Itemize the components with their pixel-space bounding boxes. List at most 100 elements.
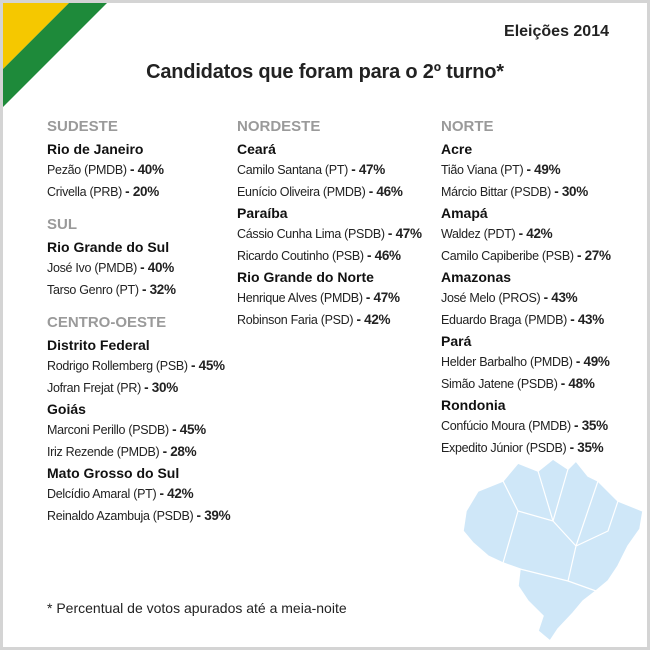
candidate-row: Eunício Oliveira (PMDB) - 46% — [237, 181, 437, 203]
candidate-name: Cássio Cunha Lima (PSDB) — [237, 227, 385, 241]
candidate-result: - 46% — [368, 184, 403, 199]
candidate-row: Márcio Bittar (PSDB) - 30% — [441, 181, 641, 203]
state-name: Goiás — [47, 401, 86, 417]
candidate-row: Iriz Rezende (PMDB) - 28% — [47, 441, 247, 463]
state-name: Acre — [441, 141, 473, 157]
candidate-name: Helder Barbalho (PMDB) — [441, 355, 573, 369]
candidate-result: - 35% — [574, 418, 608, 433]
candidate-name: Expedito Júnior (PSDB) — [441, 441, 567, 455]
brazil-map — [462, 458, 644, 643]
candidate-row: Reinaldo Azambuja (PSDB) - 39% — [47, 505, 247, 527]
candidate-name: Ricardo Coutinho (PSB) — [237, 249, 364, 263]
candidate-row: Camilo Santana (PT) - 47% — [237, 159, 437, 181]
candidate-row: José Melo (PROS) - 43% — [441, 287, 641, 309]
state-name: Amapá — [441, 205, 488, 221]
column: NORDESTE Ceará Camilo Santana (PT) - 47% Eu… — [237, 115, 437, 331]
region-header: CENTRO-OESTE — [47, 314, 167, 331]
candidate-result: - 45% — [190, 358, 225, 373]
candidate-name: José Melo (PROS) — [441, 291, 541, 305]
candidate-row: Marconi Perillo (PSDB) - 45% — [47, 419, 247, 441]
corner-stripes — [3, 3, 107, 107]
candidate-row: Cássio Cunha Lima (PSDB) - 47% — [237, 223, 437, 245]
candidate-name: Jofran Frejat (PR) — [47, 381, 141, 395]
candidate-name: Iriz Rezende (PMDB) — [47, 445, 160, 459]
candidate-name: Rodrigo Rollemberg (PSB) — [47, 359, 188, 373]
candidate-name: Eduardo Braga (PMDB) — [441, 313, 568, 327]
region-header: NORDESTE — [237, 118, 321, 135]
candidate-result: - 47% — [351, 162, 385, 177]
candidate-result: - 47% — [387, 226, 422, 241]
candidate-row: Robinson Faria (PSD) - 42% — [237, 309, 437, 331]
region-header: SUDESTE — [47, 118, 118, 135]
candidate-result: - 40% — [129, 162, 164, 177]
headline: Candidatos que foram para o 2º turno* — [146, 61, 504, 83]
candidate-result: - 20% — [125, 184, 159, 199]
footnote: * Percentual de votos apurados até a mei… — [47, 600, 347, 616]
column: NORTE Acre Tião Viana (PT) - 49% Márcio Bit… — [441, 115, 641, 459]
candidate-name: Confúcio Moura (PMDB) — [441, 419, 571, 433]
candidate-row: Waldez (PDT) - 42% — [441, 223, 641, 245]
state-name: Rondonia — [441, 397, 506, 413]
candidate-name: Delcídio Amaral (PT) — [47, 487, 157, 501]
candidate-row: Tião Viana (PT) - 49% — [441, 159, 641, 181]
candidate-name: Reinaldo Azambuja (PSDB) — [47, 509, 194, 523]
state-name: Paraíba — [237, 205, 288, 221]
candidate-name: Crivella (PRB) — [47, 185, 122, 199]
state-name: Amazonas — [441, 269, 512, 285]
candidate-name: Waldez (PDT) — [441, 227, 516, 241]
candidate-row: Camilo Capiberibe (PSB) - 27% — [441, 245, 641, 267]
candidate-row: Confúcio Moura (PMDB) - 35% — [441, 415, 641, 437]
candidate-result: - 30% — [554, 184, 588, 199]
candidate-result: - 49% — [526, 162, 561, 177]
candidate-row: Expedito Júnior (PSDB) - 35% — [441, 437, 641, 459]
candidate-name: Tarso Genro (PT) — [47, 283, 139, 297]
candidate-row: Helder Barbalho (PMDB) - 49% — [441, 351, 641, 373]
candidate-row: Rodrigo Rollemberg (PSB) - 45% — [47, 355, 247, 377]
candidate-row: Crivella (PRB) - 20% — [47, 181, 247, 203]
candidate-result: - 27% — [576, 248, 611, 263]
candidate-name: José Ivo (PMDB) — [47, 261, 137, 275]
candidate-row: Ricardo Coutinho (PSB) - 46% — [237, 245, 437, 267]
state-name: Rio Grande do Sul — [47, 239, 170, 255]
candidate-row: Eduardo Braga (PMDB) - 43% — [441, 309, 641, 331]
candidate-row: Delcídio Amaral (PT) - 42% — [47, 483, 247, 505]
candidate-name: Marconi Perillo (PSDB) — [47, 423, 169, 437]
state-name: Rio Grande do Norte — [237, 269, 374, 285]
candidate-name: Henrique Alves (PMDB) — [237, 291, 363, 305]
region-header: NORTE — [441, 118, 494, 135]
candidate-name: Márcio Bittar (PSDB) — [441, 185, 551, 199]
state-name: Rio de Janeiro — [47, 141, 144, 157]
candidate-result: - 43% — [570, 312, 604, 327]
region-header: SUL — [47, 216, 77, 233]
candidate-result: - 42% — [159, 486, 194, 501]
candidate-name: Robinson Faria (PSD) — [237, 313, 354, 327]
candidate-row: José Ivo (PMDB) - 40% — [47, 257, 247, 279]
candidate-row: Jofran Frejat (PR) - 30% — [47, 377, 247, 399]
state-name: Ceará — [237, 141, 276, 157]
candidate-result: - 43% — [543, 290, 578, 305]
candidate-result: - 47% — [365, 290, 400, 305]
state-name: Pará — [441, 333, 472, 349]
candidate-result: - 32% — [141, 282, 176, 297]
candidate-result: - 45% — [172, 422, 206, 437]
candidate-row: Henrique Alves (PMDB) - 47% — [237, 287, 437, 309]
candidate-result: - 28% — [162, 444, 197, 459]
column: SUDESTE Rio de Janeiro Pezão (PMDB) - 40% C… — [47, 115, 247, 527]
candidate-row: Simão Jatene (PSDB) - 48% — [441, 373, 641, 395]
candidate-result: - 35% — [569, 440, 604, 455]
candidate-result: - 39% — [196, 508, 231, 523]
state-name: Mato Grosso do Sul — [47, 465, 180, 481]
candidate-result: - 42% — [518, 226, 553, 241]
candidate-name: Camilo Santana (PT) — [237, 163, 349, 177]
candidate-result: - 42% — [356, 312, 391, 327]
candidate-row: Tarso Genro (PT) - 32% — [47, 279, 247, 301]
candidate-name: Simão Jatene (PSDB) — [441, 377, 558, 391]
candidate-name: Pezão (PMDB) — [47, 163, 127, 177]
candidate-row: Pezão (PMDB) - 40% — [47, 159, 247, 181]
candidate-result: - 46% — [366, 248, 401, 263]
candidate-name: Camilo Capiberibe (PSB) — [441, 249, 574, 263]
candidate-name: Eunício Oliveira (PMDB) — [237, 185, 366, 199]
candidate-result: - 49% — [575, 354, 610, 369]
candidate-name: Tião Viana (PT) — [441, 163, 524, 177]
